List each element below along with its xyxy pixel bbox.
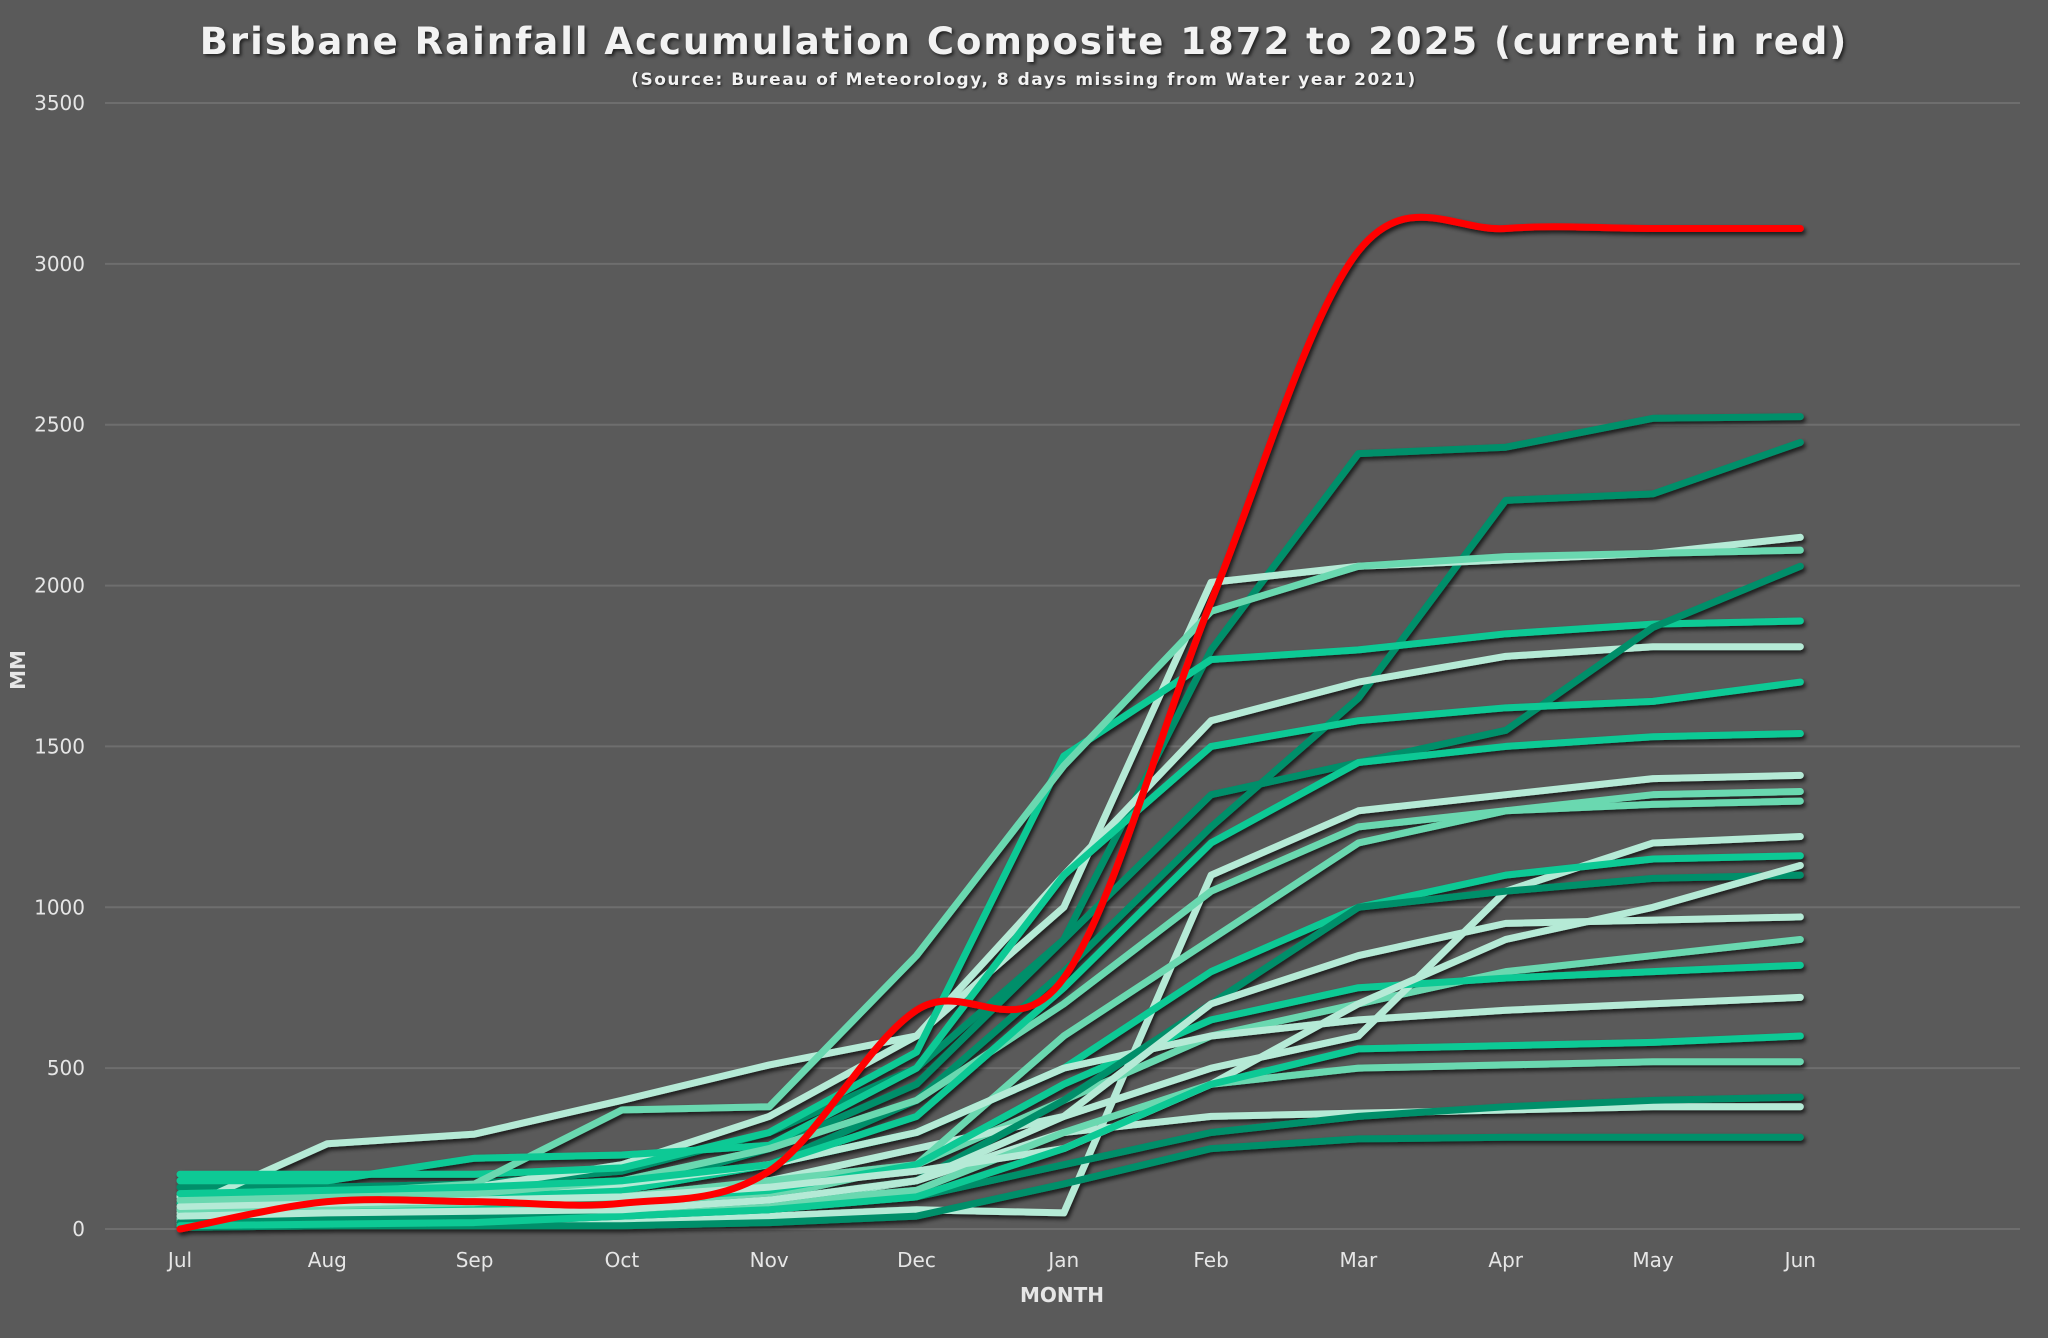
y-tick-label: 2500	[34, 413, 85, 437]
historical-series-line	[176, 643, 1804, 1214]
y-tick-label: 2000	[34, 574, 85, 598]
x-tick-label: Jul	[166, 1248, 192, 1272]
y-tick-label: 500	[47, 1056, 85, 1080]
y-axis-ticks: 0 500 1000 1500 2000 2500 3000 3500	[34, 91, 85, 1241]
current-year-series-line	[176, 213, 1804, 1233]
x-tick-label: Sep	[456, 1248, 494, 1272]
chart-subtitle: (Source: Bureau of Meteorology, 8 days m…	[631, 70, 1417, 90]
historical-series-line	[176, 871, 1804, 1227]
y-tick-label: 0	[72, 1217, 85, 1241]
historical-series-line	[176, 1032, 1804, 1230]
historical-series-line	[176, 678, 1804, 1185]
y-tick-label: 3500	[34, 91, 85, 115]
x-tick-label: Nov	[750, 1248, 789, 1272]
historical-series-line	[176, 913, 1804, 1220]
x-tick-label: Oct	[605, 1248, 640, 1272]
y-tick-label: 1500	[34, 734, 85, 758]
historical-series-line	[176, 562, 1804, 1220]
x-axis-ticks: Jul Aug Sep Oct Nov Dec Jan Feb Mar Apr May Jun	[166, 1248, 1816, 1272]
x-tick-label: Jun	[1783, 1248, 1816, 1272]
x-tick-label: Dec	[897, 1248, 936, 1272]
x-tick-label: Mar	[1340, 1248, 1379, 1272]
x-tick-label: Feb	[1193, 1248, 1228, 1272]
x-tick-label: Jan	[1046, 1248, 1079, 1272]
series-lines	[176, 213, 1804, 1233]
historical-series-line	[176, 730, 1804, 1198]
chart-title: Brisbane Rainfall Accumulation Composite…	[199, 20, 1849, 63]
y-tick-label: 3000	[34, 252, 85, 276]
x-tick-label: Aug	[308, 1248, 347, 1272]
x-tick-label: Apr	[1488, 1248, 1523, 1272]
historical-series-line	[176, 617, 1804, 1178]
y-axis-label: MM	[6, 650, 30, 690]
x-axis-label: MONTH	[1020, 1283, 1104, 1307]
y-tick-label: 1000	[34, 895, 85, 919]
x-tick-label: May	[1632, 1248, 1674, 1272]
